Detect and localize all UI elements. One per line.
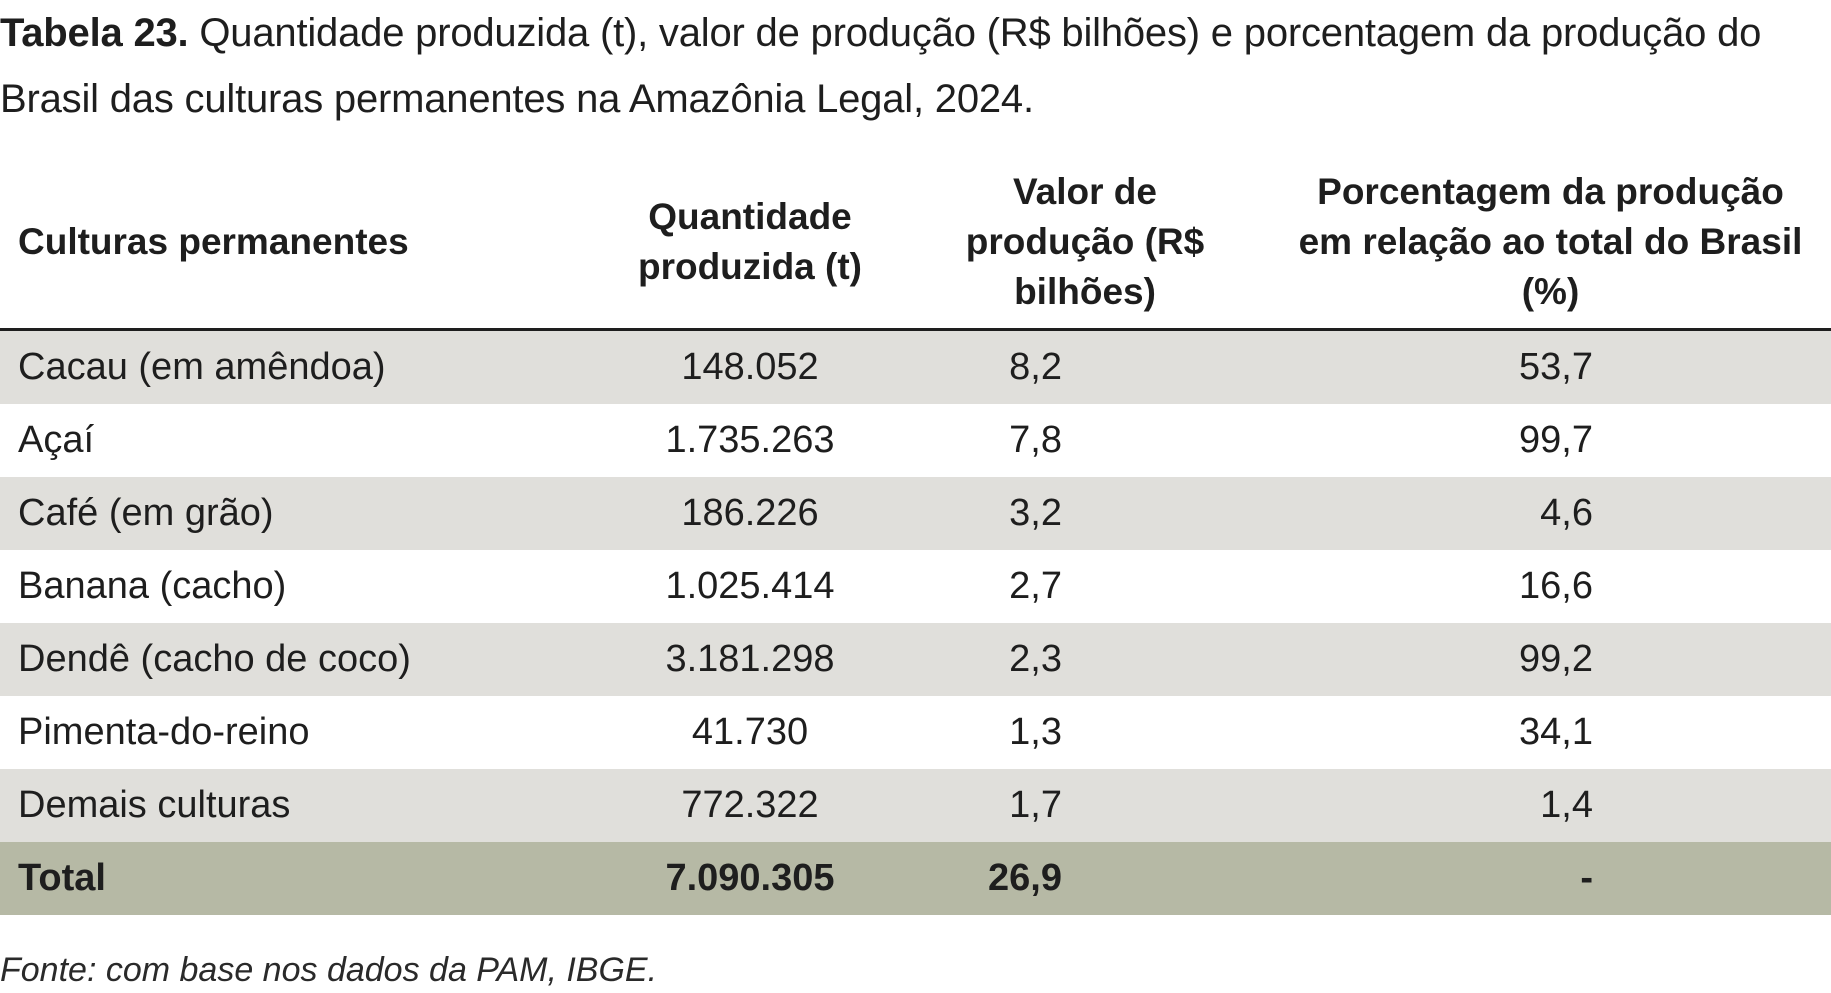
data-table: Culturas permanentes Quantidade produzid… <box>0 156 1831 915</box>
table-caption: Tabela 23. Quantidade produzida (t), val… <box>0 0 1800 132</box>
cell-valor: 1,7 <box>900 769 1270 842</box>
header-porcentagem: Porcentagem da produção em relação ao to… <box>1270 156 1831 331</box>
table-row: Demais culturas 772.322 1,7 1,4 <box>0 769 1831 842</box>
table-row: Açaí 1.735.263 7,8 99,7 <box>0 404 1831 477</box>
cell-valor: 2,3 <box>900 623 1270 696</box>
source-note: Fonte: com base nos dados da PAM, IBGE. <box>0 951 658 989</box>
cell-porcentagem: 1,4 <box>1270 769 1831 842</box>
cell-porcentagem: 99,7 <box>1270 404 1831 477</box>
total-porcentagem: - <box>1270 842 1831 915</box>
header-row: Culturas permanentes Quantidade produzid… <box>0 156 1831 331</box>
total-quantidade: 7.090.305 <box>600 842 900 915</box>
cell-cultura: Pimenta-do-reino <box>0 696 600 769</box>
table-row: Pimenta-do-reino 41.730 1,3 34,1 <box>0 696 1831 769</box>
header-culturas: Culturas permanentes <box>0 156 600 331</box>
cell-valor: 8,2 <box>900 329 1270 404</box>
cell-valor: 3,2 <box>900 477 1270 550</box>
table-number: Tabela 23. <box>0 11 189 55</box>
total-label: Total <box>0 842 600 915</box>
cell-quantidade: 41.730 <box>600 696 900 769</box>
cell-quantidade: 148.052 <box>600 329 900 404</box>
cell-cultura: Café (em grão) <box>0 477 600 550</box>
cell-cultura: Banana (cacho) <box>0 550 600 623</box>
cell-cultura: Demais culturas <box>0 769 600 842</box>
table-row: Cacau (em amêndoa) 148.052 8,2 53,7 <box>0 329 1831 404</box>
total-valor: 26,9 <box>900 842 1270 915</box>
table-row: Dendê (cacho de coco) 3.181.298 2,3 99,2 <box>0 623 1831 696</box>
cell-quantidade: 1.025.414 <box>600 550 900 623</box>
cell-quantidade: 1.735.263 <box>600 404 900 477</box>
cell-quantidade: 772.322 <box>600 769 900 842</box>
cell-porcentagem: 4,6 <box>1270 477 1831 550</box>
table-title: Quantidade produzida (t), valor de produ… <box>0 11 1762 121</box>
total-row: Total 7.090.305 26,9 - <box>0 842 1831 915</box>
cell-valor: 7,8 <box>900 404 1270 477</box>
cell-valor: 2,7 <box>900 550 1270 623</box>
cell-porcentagem: 16,6 <box>1270 550 1831 623</box>
cell-porcentagem: 53,7 <box>1270 329 1831 404</box>
cell-cultura: Dendê (cacho de coco) <box>0 623 600 696</box>
table-row: Banana (cacho) 1.025.414 2,7 16,6 <box>0 550 1831 623</box>
cell-cultura: Cacau (em amêndoa) <box>0 329 600 404</box>
cell-cultura: Açaí <box>0 404 600 477</box>
cell-valor: 1,3 <box>900 696 1270 769</box>
cell-quantidade: 3.181.298 <box>600 623 900 696</box>
header-quantidade: Quantidade produzida (t) <box>600 156 900 331</box>
cell-porcentagem: 99,2 <box>1270 623 1831 696</box>
cell-quantidade: 186.226 <box>600 477 900 550</box>
header-valor: Valor de produção (R$ bilhões) <box>900 156 1270 331</box>
cell-porcentagem: 34,1 <box>1270 696 1831 769</box>
table-row: Café (em grão) 186.226 3,2 4,6 <box>0 477 1831 550</box>
